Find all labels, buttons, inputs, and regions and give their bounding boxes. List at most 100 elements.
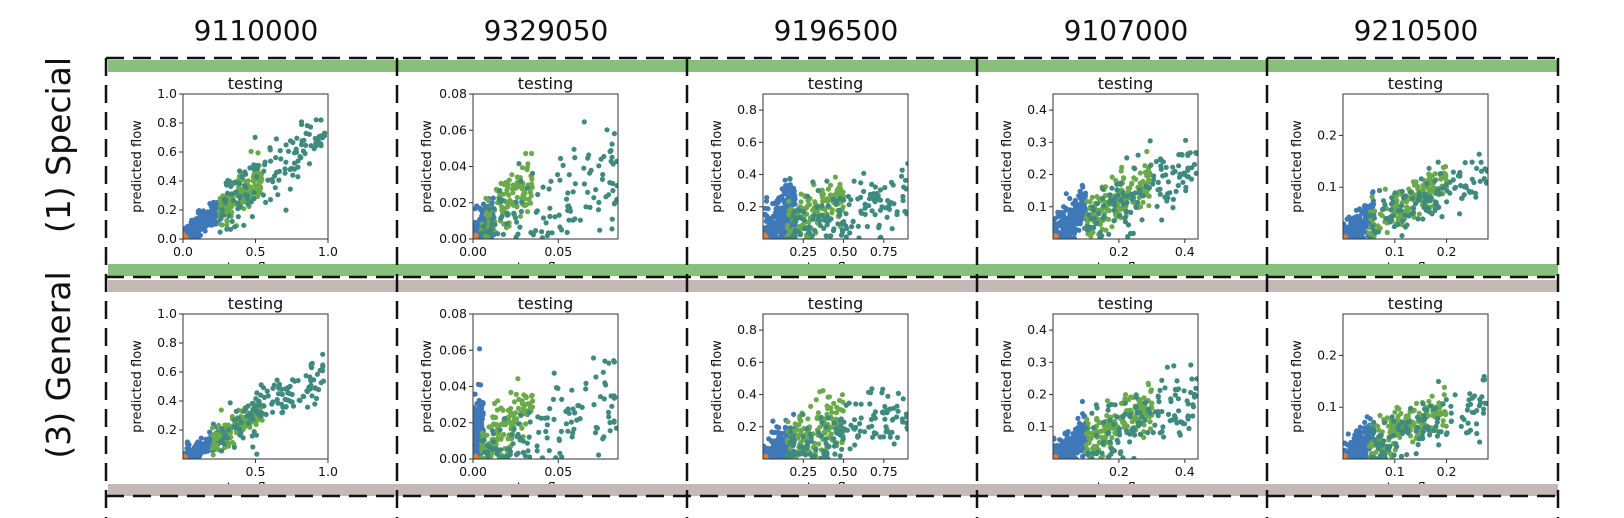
point-teal xyxy=(1400,218,1406,224)
point-teal xyxy=(488,226,494,232)
point-teal xyxy=(1177,419,1184,425)
point-teal xyxy=(569,387,575,393)
point-teal xyxy=(527,419,533,425)
point-green xyxy=(1121,424,1127,430)
point-green xyxy=(1369,194,1375,200)
panel-title: testing xyxy=(518,74,573,93)
y-tick-label: 0.8 xyxy=(737,102,757,117)
point-teal xyxy=(283,404,289,410)
point-teal xyxy=(1142,417,1148,423)
point-green xyxy=(511,417,518,423)
points xyxy=(1053,137,1198,239)
point-blue xyxy=(770,201,776,207)
point-blue xyxy=(1076,429,1082,435)
point-teal xyxy=(525,448,531,454)
point-blue xyxy=(1062,216,1068,222)
y-tick-label: 1.0 xyxy=(157,86,177,101)
point-blue xyxy=(1362,212,1368,218)
point-teal xyxy=(1432,178,1438,184)
point-teal xyxy=(895,408,901,414)
point-teal xyxy=(233,189,239,195)
point-teal xyxy=(311,146,317,152)
point-teal xyxy=(579,404,585,410)
point-green xyxy=(504,184,511,190)
point-green xyxy=(1125,185,1131,191)
point-teal xyxy=(1133,404,1139,410)
point-teal xyxy=(813,446,819,452)
point-teal xyxy=(869,181,875,187)
point-teal xyxy=(800,209,807,215)
point-teal xyxy=(253,396,259,402)
point-teal xyxy=(1099,195,1105,201)
point-teal xyxy=(1461,184,1467,190)
point-teal xyxy=(1132,166,1138,172)
point-teal xyxy=(827,233,833,239)
point-green xyxy=(1104,398,1111,404)
point-teal xyxy=(233,408,239,414)
point-teal xyxy=(1153,158,1159,165)
point-teal xyxy=(1124,208,1130,215)
y-tick-label: 0.4 xyxy=(1027,322,1047,337)
point-teal xyxy=(481,223,487,230)
point-teal xyxy=(1159,217,1165,223)
point-teal xyxy=(1106,430,1112,436)
point-teal xyxy=(1367,212,1373,219)
point-blue xyxy=(1057,437,1063,443)
point-teal xyxy=(1481,176,1487,182)
point-teal xyxy=(855,196,861,202)
point-teal xyxy=(581,181,588,187)
point-teal xyxy=(1118,180,1124,186)
y-tick-label: 0.2 xyxy=(1027,167,1047,182)
point-blue xyxy=(197,447,203,453)
point-teal xyxy=(1409,195,1416,201)
point-teal xyxy=(1398,207,1404,213)
point-blue xyxy=(1368,202,1374,208)
point-orange xyxy=(763,455,767,459)
point-green xyxy=(829,210,835,216)
point-blue xyxy=(478,207,484,213)
point-blue xyxy=(776,435,782,442)
point-teal xyxy=(1128,209,1134,215)
point-green xyxy=(828,182,834,188)
point-teal xyxy=(251,195,257,202)
point-teal xyxy=(596,199,602,205)
point-blue xyxy=(1076,420,1083,426)
point-teal xyxy=(527,454,533,459)
point-blue xyxy=(1070,440,1076,446)
point-teal xyxy=(1459,195,1465,201)
point-green xyxy=(1144,148,1150,155)
point-blue xyxy=(1078,209,1084,215)
point-teal xyxy=(1160,424,1166,430)
point-teal xyxy=(559,227,565,233)
point-green xyxy=(1145,179,1151,185)
point-teal xyxy=(546,448,552,454)
point-teal xyxy=(1165,195,1171,201)
points xyxy=(473,119,618,239)
point-green xyxy=(210,452,216,458)
point-teal xyxy=(800,434,806,440)
point-teal xyxy=(824,178,830,184)
point-blue xyxy=(1055,213,1062,219)
point-teal xyxy=(499,454,505,459)
row-label-1: (1) Special xyxy=(39,57,78,233)
point-green xyxy=(494,407,500,413)
point-teal xyxy=(857,421,863,427)
point-blue xyxy=(1070,448,1076,454)
y-tick-label: 0.2 xyxy=(1027,387,1047,402)
point-teal xyxy=(601,153,607,160)
point-teal xyxy=(595,207,602,213)
point-teal xyxy=(1425,205,1431,211)
point-teal xyxy=(876,197,883,203)
point-teal xyxy=(1171,363,1177,369)
point-teal xyxy=(275,391,282,397)
point-teal xyxy=(1194,376,1198,382)
panel-title: testing xyxy=(518,294,573,313)
point-teal xyxy=(1185,174,1191,180)
point-teal xyxy=(1162,385,1168,391)
point-teal xyxy=(1158,157,1164,163)
point-blue xyxy=(184,439,190,445)
point-teal xyxy=(495,231,501,237)
point-teal xyxy=(1388,201,1395,207)
point-teal xyxy=(1155,393,1161,399)
point-teal xyxy=(300,393,306,399)
